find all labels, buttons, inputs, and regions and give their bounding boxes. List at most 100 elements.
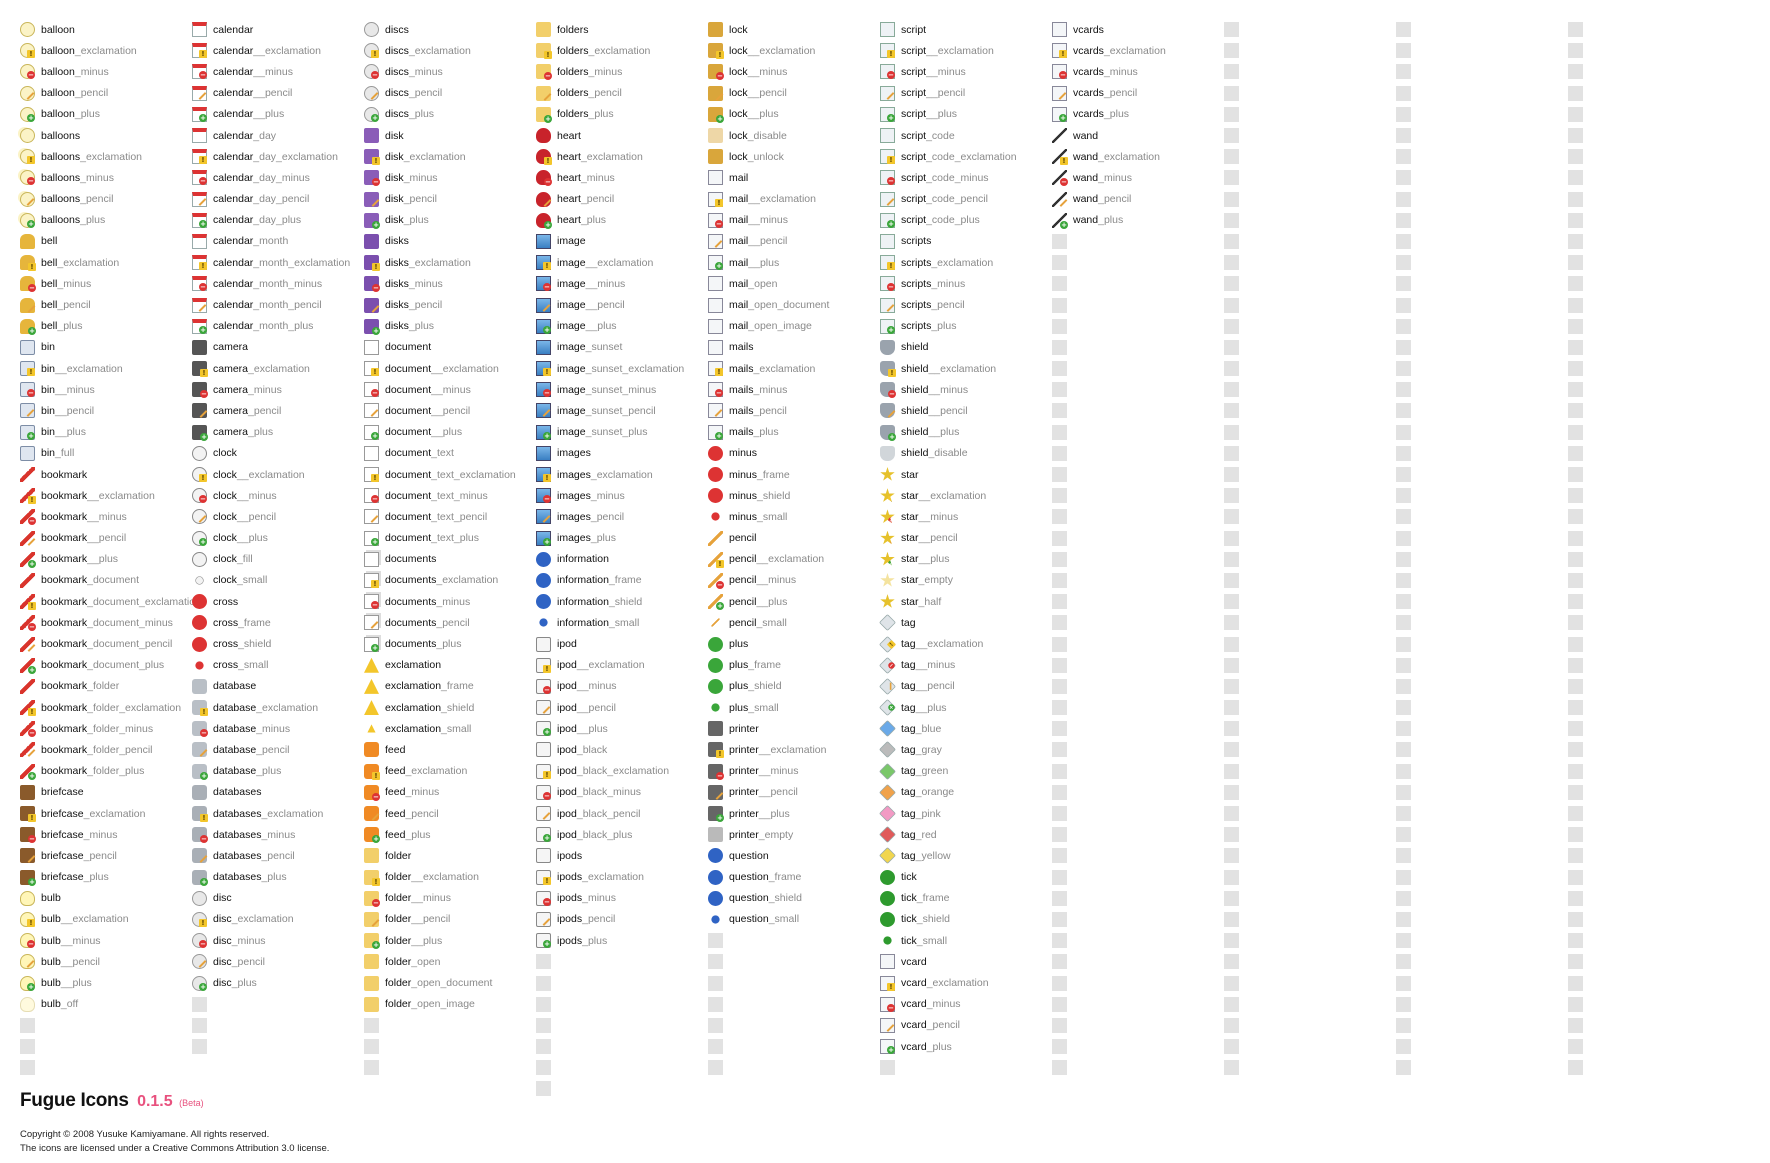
- icon-label-base: shield: [901, 404, 929, 417]
- balloon-icon: [20, 22, 35, 38]
- icon-label: minus_frame: [729, 469, 790, 481]
- minus-badge-icon: −: [544, 178, 552, 187]
- icon-list-item: − lock__minus: [708, 61, 880, 82]
- minus-badge-icon: −: [716, 771, 724, 780]
- icon-label-base: folder: [385, 977, 412, 990]
- star-exclamation-icon: !: [880, 488, 895, 502]
- icon-list-item: + databases_plus: [192, 867, 364, 888]
- icon-list-item: wand: [1052, 125, 1224, 146]
- empty-slot: [1224, 485, 1396, 506]
- balloon-minus-icon: −: [20, 64, 35, 80]
- empty-slot: [1396, 612, 1568, 633]
- icon-label-suffix: __plus: [747, 108, 779, 121]
- icon-column: script! script__exclamation − script__minus…: [879, 19, 1052, 1078]
- database-exclamation-icon: !: [192, 700, 208, 717]
- disk-exclamation-icon: !: [364, 149, 380, 166]
- icon-label: image__plus: [557, 320, 617, 332]
- icon-label: databases: [213, 786, 261, 798]
- icon-label: information: [557, 553, 609, 565]
- placeholder-icon: [1396, 403, 1411, 419]
- icon-list-item: disk: [364, 125, 536, 146]
- icon-label: images_exclamation: [557, 469, 653, 481]
- icon-label-suffix: _frame: [608, 574, 642, 587]
- icon-label: briefcase_plus: [41, 871, 109, 883]
- minus-badge-icon: −: [199, 495, 207, 504]
- icon-list-item: + pencil__plus: [708, 591, 880, 612]
- icon-label: exclamation_small: [385, 723, 471, 735]
- placeholder-icon: [1568, 170, 1583, 186]
- placeholder-icon: [1568, 911, 1583, 927]
- icon-label-base: discs: [385, 108, 409, 121]
- plus-badge-icon: +: [371, 537, 379, 546]
- icon-list-item: tag_red: [879, 824, 1052, 845]
- icon-label-suffix: __plus: [926, 108, 958, 121]
- icon-label-suffix: __pencil: [411, 913, 451, 926]
- icon-list-item: bin_full: [20, 443, 192, 464]
- excl-badge-icon: !: [28, 602, 36, 611]
- plus-badge-icon: +: [199, 325, 207, 334]
- empty-slot: [1568, 443, 1740, 464]
- icon-list-item: − heart_minus: [536, 167, 708, 188]
- icon-label-suffix: _blue: [915, 722, 942, 735]
- placeholder-icon: [1568, 572, 1583, 588]
- icon-label-suffix: __plus: [253, 108, 285, 121]
- placeholder-icon: [1052, 763, 1067, 779]
- disks-icon: [364, 233, 379, 249]
- placeholder-icon: [1224, 170, 1239, 186]
- icon-label-base: ipods: [557, 849, 583, 862]
- icon-label-base: disk: [385, 171, 404, 184]
- placeholder-icon: [1224, 848, 1239, 864]
- calendar-icon: [192, 22, 207, 38]
- icon-label-suffix: _exclamation: [1098, 150, 1160, 163]
- empty-slot: [1568, 1036, 1740, 1057]
- icon-label: databases_plus: [213, 871, 287, 883]
- icon-label: pencil__plus: [729, 596, 787, 608]
- icon-label: question_shield: [729, 892, 802, 904]
- minus-badge-icon: −: [543, 283, 551, 292]
- icon-label: balloon_plus: [41, 108, 100, 120]
- placeholder-icon: [1052, 255, 1067, 271]
- icon-list-item: script_code_pencil: [880, 189, 1052, 210]
- placeholder-icon: [1568, 191, 1583, 207]
- icon-list-item: + document_text_plus: [364, 528, 536, 549]
- icon-label: ipod_black_exclamation: [557, 765, 669, 777]
- pencil-badge-icon: [886, 1024, 895, 1032]
- icon-label: script__minus: [901, 66, 966, 78]
- icon-list-item: bin: [20, 337, 192, 358]
- empty-slot: [1568, 697, 1740, 718]
- icon-list-item: minus_shield: [708, 485, 880, 506]
- icon-label: balloon_exclamation: [41, 45, 137, 57]
- calendar-month-pencil-icon: [192, 297, 207, 313]
- icon-label: bell_pencil: [41, 299, 91, 311]
- pencil-badge-icon: [27, 643, 36, 652]
- icon-label-base: databases: [213, 871, 262, 884]
- empty-slot: [1396, 146, 1568, 167]
- icon-label: ipod_black: [557, 744, 607, 756]
- image-sunset-exclamation-icon: !: [536, 361, 551, 377]
- icon-label-base: vcards: [1073, 108, 1104, 121]
- icon-label-base: clock: [213, 510, 237, 523]
- minus-badge-icon: −: [28, 623, 36, 632]
- icon-list-item: star__pencil: [880, 528, 1052, 549]
- icon-list-item: clock__pencil: [192, 506, 364, 527]
- placeholder-icon: [1396, 509, 1411, 525]
- icon-label: folder__exclamation: [385, 871, 479, 883]
- icon-label-suffix: _day_pencil: [253, 193, 310, 206]
- empty-slot: [1568, 464, 1740, 485]
- icon-label-suffix: __exclamation: [748, 193, 816, 206]
- icon-label-suffix: __plus: [55, 426, 86, 439]
- icon-label-base: tag: [901, 638, 916, 651]
- icon-label-suffix: _day_minus: [253, 171, 310, 184]
- icon-label-base: disks: [385, 256, 409, 269]
- vcard-minus-icon: −: [880, 996, 895, 1012]
- icon-label-base: cross: [213, 616, 239, 629]
- placeholder-icon: [1224, 445, 1239, 461]
- placeholder-icon: [1052, 954, 1067, 970]
- icon-label-base: disc: [213, 892, 232, 905]
- icon-list-item: tag_blue: [879, 718, 1052, 739]
- icon-label-suffix: _pencil: [405, 807, 439, 820]
- icon-list-item: ! script_code_exclamation: [880, 146, 1052, 167]
- icon-list-item: + calendar_day_plus: [192, 210, 364, 231]
- pencil-badge-icon: [542, 303, 551, 312]
- icon-list-item: clock_small: [192, 570, 364, 591]
